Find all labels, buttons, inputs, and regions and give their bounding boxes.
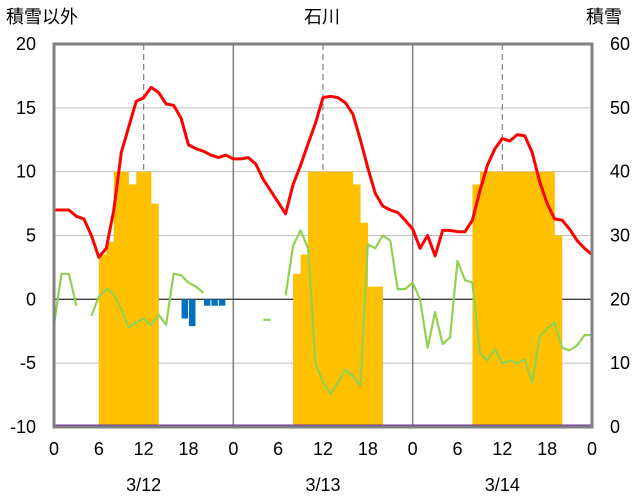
snow-depth-bar xyxy=(136,171,144,427)
snow-depth-bar xyxy=(539,171,548,427)
date-label: 3/14 xyxy=(485,475,520,495)
snow-depth-bar xyxy=(487,171,496,427)
y-right-tick-label: 50 xyxy=(610,98,630,118)
snow-depth-bar xyxy=(547,171,555,427)
x-tick-label: 12 xyxy=(134,439,154,459)
negative-bar xyxy=(189,299,196,327)
x-tick-label: 18 xyxy=(358,439,378,459)
snow-depth-bar xyxy=(509,171,518,427)
snow-depth-bar xyxy=(98,254,107,427)
negative-bar xyxy=(211,299,218,306)
negative-bar xyxy=(218,299,226,306)
x-tick-label: 0 xyxy=(408,439,418,459)
snow-depth-bar xyxy=(554,235,563,427)
x-tick-label: 12 xyxy=(313,439,333,459)
y-left-tick-label: 20 xyxy=(16,34,36,54)
negative-bar xyxy=(181,299,188,319)
right-axis-label: 積雪 xyxy=(586,7,622,27)
x-tick-label: 6 xyxy=(273,439,283,459)
y-right-tick-label: 0 xyxy=(610,417,620,437)
left-axis-label: 積雪以外 xyxy=(6,7,78,27)
y-right-tick-label: 20 xyxy=(610,289,630,309)
x-tick-label: 6 xyxy=(452,439,462,459)
snow-depth-bar xyxy=(121,171,129,427)
y-left-tick-label: -10 xyxy=(10,417,36,437)
y-right-tick-label: 10 xyxy=(610,353,630,373)
snow-depth-bar xyxy=(323,171,331,427)
snow-depth-bar xyxy=(300,254,309,427)
x-tick-label: 0 xyxy=(228,439,238,459)
plot-frame xyxy=(52,42,594,429)
temperature-line xyxy=(54,85,593,259)
x-tick-label: 12 xyxy=(492,439,512,459)
snow-depth-bar xyxy=(517,171,525,427)
snow-depth-bar xyxy=(345,171,354,427)
snow-depth-bar xyxy=(330,171,339,427)
snow-depth-bar xyxy=(315,171,324,427)
y-left-tick-label: 15 xyxy=(16,98,36,118)
y-right-tick-label: 30 xyxy=(610,226,630,246)
snow-depth-bar xyxy=(494,171,503,427)
date-label: 3/12 xyxy=(126,475,161,495)
snow-depth-bar xyxy=(337,171,346,427)
x-tick-label: 0 xyxy=(49,439,59,459)
snow-depth-bar xyxy=(113,171,122,427)
snow-depth-bar xyxy=(151,203,159,427)
plot-border xyxy=(52,42,594,429)
negative-bar xyxy=(203,299,211,306)
chart-title: 石川 xyxy=(304,7,340,27)
y-left-tick-label: 10 xyxy=(16,162,36,182)
snow-depth-bar xyxy=(352,184,361,427)
snow-depth-bar xyxy=(106,241,114,427)
y-left-tick-label: 0 xyxy=(26,289,36,309)
snow-depth-bar xyxy=(479,171,488,427)
axis-labels: 積雪以外 石川 積雪 xyxy=(6,7,622,27)
snow-depth-bar xyxy=(524,171,533,427)
snow-depth-bar xyxy=(532,171,540,427)
snow-depth-bar xyxy=(367,286,376,427)
negative-bars xyxy=(181,299,226,327)
x-tick-label: 18 xyxy=(537,439,557,459)
snow-depth-bar xyxy=(472,184,481,427)
y-right-tick-label: 40 xyxy=(610,162,630,182)
snow-depth-bars xyxy=(98,171,563,427)
date-label: 3/13 xyxy=(305,475,340,495)
y-left-tick-label: 5 xyxy=(26,226,36,246)
snow-depth-bar xyxy=(143,171,152,427)
x-tick-label: 6 xyxy=(94,439,104,459)
snow-depth-bar xyxy=(502,171,511,427)
x-tick-label: 18 xyxy=(178,439,198,459)
y-right-tick-label: 60 xyxy=(610,34,630,54)
x-tick-label: 0 xyxy=(587,439,597,459)
snow-depth-bar xyxy=(293,273,301,427)
snow-depth-bar xyxy=(375,286,383,427)
wind-line xyxy=(52,229,592,395)
snow-depth-bar xyxy=(128,184,137,427)
y-left-tick-label: -5 xyxy=(20,353,36,373)
